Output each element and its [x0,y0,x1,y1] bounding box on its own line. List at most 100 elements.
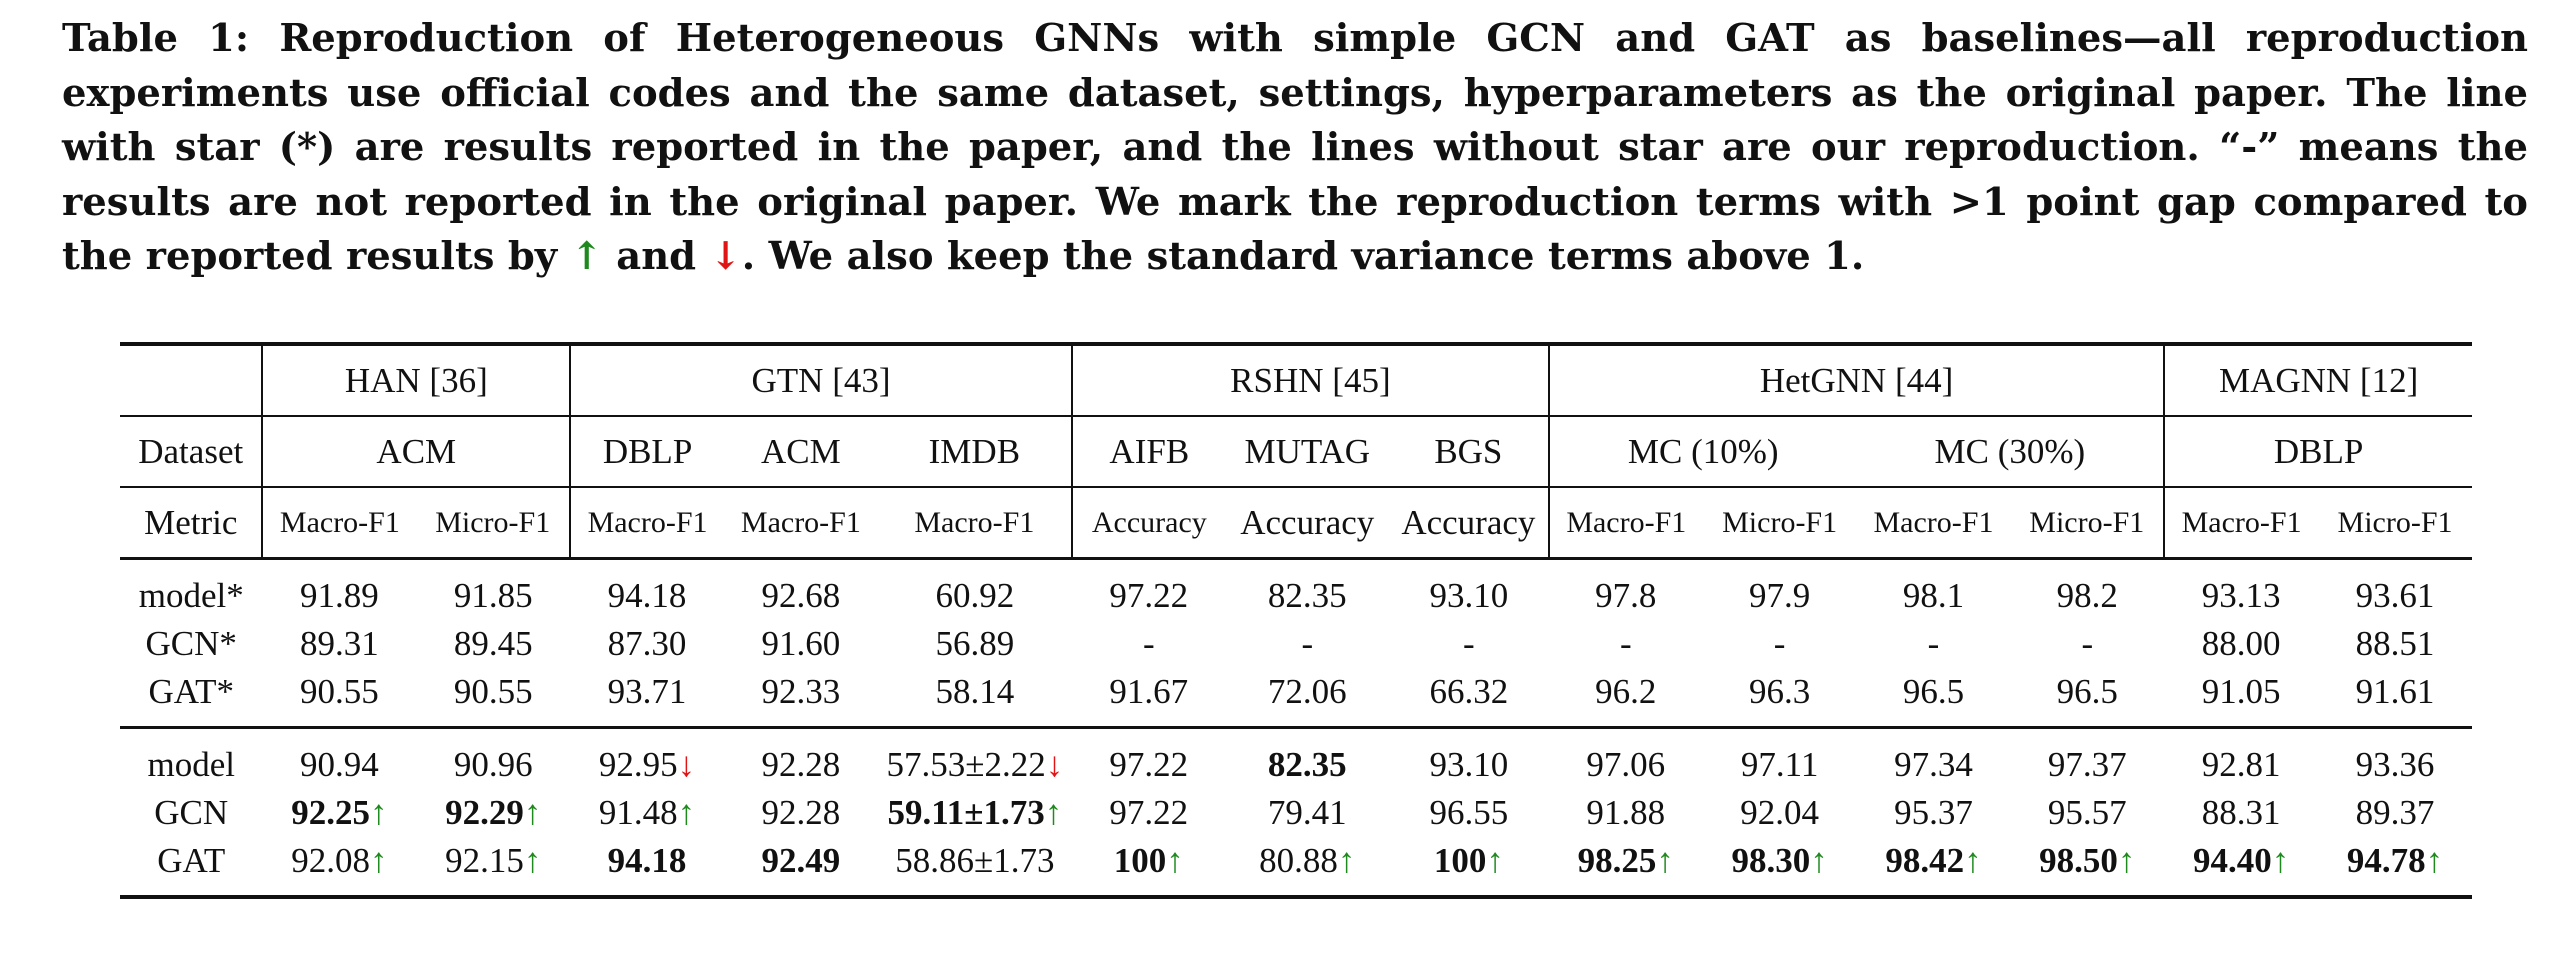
value-cell: 89.37 [2355,793,2435,832]
value-cell: 97.22 [1109,576,1189,615]
value-text: 98.42 [1885,841,1965,880]
value-cell: 91.48↑ [570,789,724,837]
value-cell: 92.15↑ [416,837,570,895]
metric-cell: Accuracy [1070,487,1226,560]
value-cell: 92.25↑ [262,789,416,837]
value-cell: 88.00 [2201,624,2281,663]
value-cell: 72.06 [1225,668,1389,729]
value-text: 92.29 [445,793,524,832]
up-arrow-icon: ↑ [523,793,542,832]
value-cell: 93.10 [1429,745,1509,784]
table-row-model-reproduced: model 90.94 90.96 92.95↓ 92.28 57.53±2.2… [120,728,2472,790]
metric-cell: Macro-F1 [2163,487,2319,560]
dataset-magnn-dblp: DBLP [2163,416,2472,488]
header-gtn: GTN [43] [569,346,1072,417]
value-text: 59.11±1.73 [887,793,1045,832]
value-cell: 98.2 [2056,576,2118,615]
value-cell: 98.50↑ [2010,837,2164,895]
header-rshn: RSHN [45] [1070,346,1549,417]
value-cell: 92.29↑ [416,789,570,837]
dataset-gtn-dblp: DBLP [569,416,724,488]
results-table: HAN [36] GTN [43] RSHN [45] HetGNN [44] … [120,342,2472,899]
header-magnn: MAGNN [12] [2163,346,2472,417]
header-row-datasets: Dataset ACM DBLP ACM IMDB AIFB MUTAG BGS… [120,416,2472,488]
value-text: 98.30 [1731,841,1811,880]
dataset-han-acm: ACM [261,416,571,488]
value-cell: 88.51 [2355,624,2435,663]
table-row-model-reported: model* 91.89 91.85 94.18 92.68 60.92 97.… [120,559,2472,621]
up-arrow-icon: ↑ [1964,841,1982,880]
header-hetgnn: HetGNN [44] [1547,346,2165,417]
value-cell: 97.22 [1109,745,1189,784]
table-row-gcn-reproduced: GCN 92.25↑ 92.29↑ 91.48↑ 92.28 59.11±1.7… [120,789,2472,837]
value-cell: - [1927,624,1940,663]
metric-cell: Micro-F1 [2318,487,2472,560]
dataset-rshn-mutag: MUTAG [1225,416,1389,488]
value-text: 98.50 [2039,841,2118,880]
row-label: GAT* [120,668,263,729]
value-text: 98.25 [1577,841,1657,880]
value-cell: 91.85 [453,576,533,615]
value-cell: 96.2 [1548,668,1703,729]
value-cell: 92.04 [1740,793,1819,832]
value-cell: 96.5 [1856,668,2011,729]
value-text: 92.25 [291,793,370,832]
value-text: 92.08 [291,841,370,880]
row-label: GCN* [145,624,237,663]
value-cell: 95.57 [2047,793,2127,832]
caption-text-2: . We also keep the standard variance ter… [741,234,1865,279]
value-cell: 56.89 [935,624,1015,663]
value-cell: 93.71 [570,668,724,729]
metric-label: Metric [120,487,263,560]
value-cell: 91.05 [2164,668,2319,729]
value-text: 100 [1433,841,1487,880]
metric-cell: Accuracy [1225,487,1389,560]
metric-cell: Macro-F1 [723,487,878,560]
value-cell: 59.11±1.73↑ [878,789,1072,837]
value-cell: 98.30↑ [1703,837,1857,895]
table-row-gcn-reported: GCN* 89.31 89.45 87.30 91.60 56.89 - - -… [120,620,2472,668]
up-arrow-icon: ↑ [1810,841,1828,880]
down-arrow-icon: ↓ [709,234,742,279]
metric-cell: Macro-F1 [1547,487,1703,560]
value-text: 91.48 [598,793,678,832]
dataset-label: Dataset [120,416,263,488]
value-cell: 90.96 [453,745,533,784]
value-cell: 97.34 [1894,745,1973,784]
value-cell: 90.94 [300,745,379,784]
table-row-gat-reported: GAT* 90.55 90.55 93.71 92.33 58.14 91.67… [120,668,2472,729]
up-arrow-icon: ↑ [370,793,388,832]
metric-cell: Macro-F1 [261,487,417,560]
row-label: GAT [157,841,226,880]
dataset-gtn-acm: ACM [723,416,878,488]
value-cell: 57.53±2.22↓ [878,728,1072,790]
value-cell: 94.78↑ [2318,837,2472,895]
value-cell: 92.49 [761,841,841,880]
value-cell: 97.11 [1740,745,1819,784]
metric-cell: Micro-F1 [2010,487,2165,560]
value-cell: 96.5 [2010,668,2165,729]
value-text: 57.53±2.22 [886,745,1046,784]
value-cell: 89.45 [453,624,533,663]
value-cell: 96.3 [1702,668,1857,729]
value-cell: 100↑ [1072,837,1226,895]
up-arrow-icon: ↑ [370,841,388,880]
value-text: 92.15 [445,841,524,880]
value-text: 94.40 [2192,841,2272,880]
value-cell: 91.61 [2318,668,2472,729]
value-cell: 100↑ [1389,837,1549,895]
dataset-rshn-bgs: BGS [1388,416,1549,488]
value-cell: - [2081,624,2094,663]
up-arrow-icon: ↑ [1656,841,1674,880]
value-cell: 97.06 [1586,745,1666,784]
value-cell: 89.31 [300,624,379,663]
value-cell: - [1463,624,1475,663]
metric-cell: Micro-F1 [416,487,571,560]
value-cell: 98.42↑ [1857,837,2011,895]
value-cell: 60.92 [935,576,1015,615]
value-cell: 97.22 [1109,793,1189,832]
header-row-models: HAN [36] GTN [43] RSHN [45] HetGNN [44] … [120,346,2472,417]
value-cell: 97.8 [1595,576,1657,615]
metric-cell: Accuracy [1388,487,1549,560]
up-arrow-icon: ↑ [2271,841,2290,880]
